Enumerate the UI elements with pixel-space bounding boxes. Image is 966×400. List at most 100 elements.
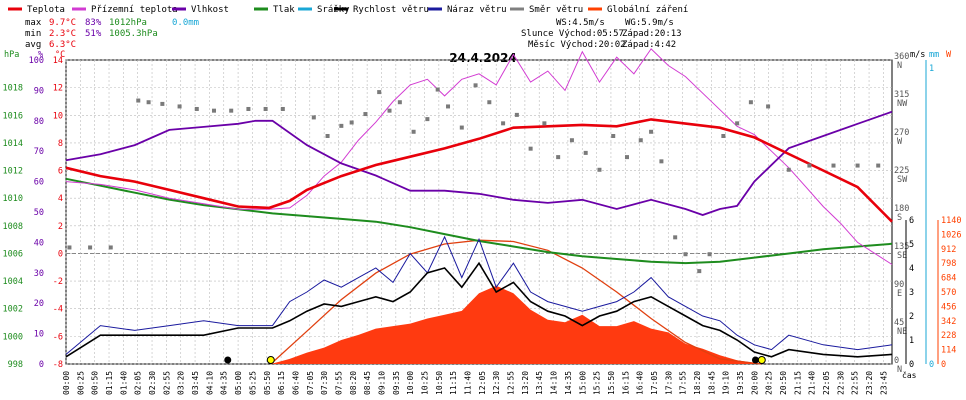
wind-dir-point-38 bbox=[638, 138, 643, 143]
hum-tick-9: 90 bbox=[34, 86, 44, 96]
wind-dir-point-6 bbox=[177, 104, 182, 109]
wind-dir-point-25 bbox=[459, 125, 464, 130]
temp-tick-5: 2 bbox=[58, 222, 63, 232]
wind-dir-point-31 bbox=[542, 121, 547, 126]
x-tick-20: 08:20 bbox=[349, 371, 358, 395]
hum-tick-3: 30 bbox=[34, 269, 44, 279]
hum-tick-2: 20 bbox=[34, 299, 44, 309]
x-tick-38: 15:50 bbox=[607, 371, 616, 395]
wind-tick-1: 1 bbox=[909, 336, 914, 346]
wind-dir-point-39 bbox=[649, 129, 654, 134]
wind-tick-5: 5 bbox=[909, 240, 914, 250]
temp-tick-3: -2 bbox=[53, 277, 63, 287]
x-tick-7: 02:55 bbox=[162, 371, 171, 395]
wind-dir-point-44 bbox=[707, 252, 712, 257]
x-tick-5: 02:05 bbox=[134, 371, 143, 395]
temp-unit: °C bbox=[55, 50, 65, 60]
wind-dir-point-23 bbox=[435, 87, 440, 92]
x-tick-30: 12:30 bbox=[492, 371, 501, 395]
wind-dir-point-18 bbox=[377, 90, 382, 95]
wind-tick-3: 3 bbox=[909, 288, 914, 298]
x-tick-6: 02:30 bbox=[148, 371, 157, 395]
x-tick-27: 11:15 bbox=[449, 371, 458, 395]
dir-label-3: SE bbox=[897, 251, 907, 261]
wind-dir-point-52 bbox=[855, 163, 860, 168]
wind-dir-point-24 bbox=[446, 104, 451, 109]
dir-label-4: S bbox=[897, 213, 902, 223]
wind-dir-point-34 bbox=[583, 150, 588, 155]
rad-tick-9: 1026 bbox=[941, 230, 961, 240]
x-tick-9: 03:45 bbox=[191, 371, 200, 395]
wind-dir-point-43 bbox=[697, 269, 702, 274]
temp-tick-2: -4 bbox=[53, 305, 63, 315]
wind-dir-point-50 bbox=[807, 163, 812, 168]
gust-line bbox=[65, 235, 893, 355]
x-tick-28: 11:40 bbox=[464, 371, 473, 395]
wind-dir-point-19 bbox=[387, 108, 392, 113]
moon-set: Západ:4:42 bbox=[622, 40, 676, 50]
press-tick-9: 1016 bbox=[3, 111, 23, 121]
press-tick-0: 998 bbox=[8, 360, 23, 370]
x-tick-1: 00:25 bbox=[76, 371, 85, 395]
temp-tick-10: 12 bbox=[53, 84, 63, 94]
wind-dir-point-53 bbox=[876, 163, 881, 168]
x-tick-32: 13:20 bbox=[521, 371, 530, 395]
temp-tick-4: 0 bbox=[58, 249, 63, 259]
wind-dir-point-42 bbox=[683, 252, 688, 257]
stats-max-rain: 0.0mm bbox=[172, 18, 199, 28]
moonset-marker bbox=[224, 356, 232, 364]
dir-label-5: SW bbox=[897, 175, 908, 185]
wind-dir-point-47 bbox=[748, 100, 753, 105]
dir-label-6: W bbox=[897, 137, 903, 147]
temp-tick-1: -6 bbox=[53, 332, 63, 342]
rad-tick-5: 570 bbox=[941, 288, 956, 298]
wind-dir-point-41 bbox=[673, 235, 678, 240]
stats-min-press: 1005.3hPa bbox=[109, 29, 158, 39]
wind-dir-point-22 bbox=[425, 117, 430, 122]
x-tick-4: 01:40 bbox=[119, 371, 128, 395]
press-unit: hPa bbox=[4, 50, 19, 60]
rad-tick-0: 0 bbox=[941, 360, 946, 370]
dir-label-0: N bbox=[897, 365, 902, 375]
hum-tick-10: 100 bbox=[29, 56, 44, 66]
wind-tick-0: 0 bbox=[909, 360, 914, 370]
wind-tick-4: 4 bbox=[909, 264, 914, 274]
x-tick-49: 20:25 bbox=[765, 371, 774, 395]
legend-label-4: Srážky bbox=[317, 5, 350, 15]
temp-tick-11: 14 bbox=[53, 56, 63, 66]
plot-area bbox=[65, 48, 893, 365]
x-tick-43: 17:55 bbox=[679, 371, 688, 395]
wind-dir-point-40 bbox=[659, 159, 664, 164]
x-tick-19: 07:55 bbox=[334, 371, 343, 395]
press-tick-3: 1004 bbox=[3, 277, 23, 287]
x-tick-13: 05:25 bbox=[248, 371, 257, 395]
sun-ws: WS:4.5m/s bbox=[556, 18, 605, 28]
x-tick-57: 23:45 bbox=[879, 371, 888, 395]
wind-tick-6: 6 bbox=[909, 216, 914, 226]
stats-min-temp: 2.3°C bbox=[49, 29, 76, 39]
x-tick-24: 10:00 bbox=[406, 371, 415, 395]
x-tick-18: 07:30 bbox=[320, 371, 329, 395]
x-tick-42: 17:30 bbox=[664, 371, 673, 395]
wind-dir-point-14 bbox=[325, 134, 330, 138]
x-tick-10: 04:10 bbox=[205, 371, 214, 395]
dir-tick-6: 270 bbox=[894, 128, 909, 138]
legend-label-0: Teplota bbox=[27, 5, 65, 15]
press-tick-8: 1014 bbox=[3, 139, 23, 149]
rain-unit: mm bbox=[929, 50, 939, 60]
wind-dir-point-1 bbox=[88, 245, 93, 250]
hum-tick-0: 0 bbox=[39, 360, 44, 370]
wind-dir-point-51 bbox=[831, 163, 836, 168]
x-tick-21: 08:45 bbox=[363, 371, 372, 395]
wind-dir-point-0 bbox=[67, 245, 72, 250]
wind-tick-2: 2 bbox=[909, 312, 914, 322]
dir-tick-4: 180 bbox=[894, 204, 909, 214]
sunset-marker bbox=[757, 356, 766, 364]
temp-tick-6: 4 bbox=[58, 194, 63, 204]
radiation-theoretical-line bbox=[270, 239, 762, 365]
x-tick-41: 17:05 bbox=[650, 371, 659, 395]
wind-dir-point-46 bbox=[735, 121, 740, 126]
x-tick-33: 13:45 bbox=[535, 371, 544, 395]
